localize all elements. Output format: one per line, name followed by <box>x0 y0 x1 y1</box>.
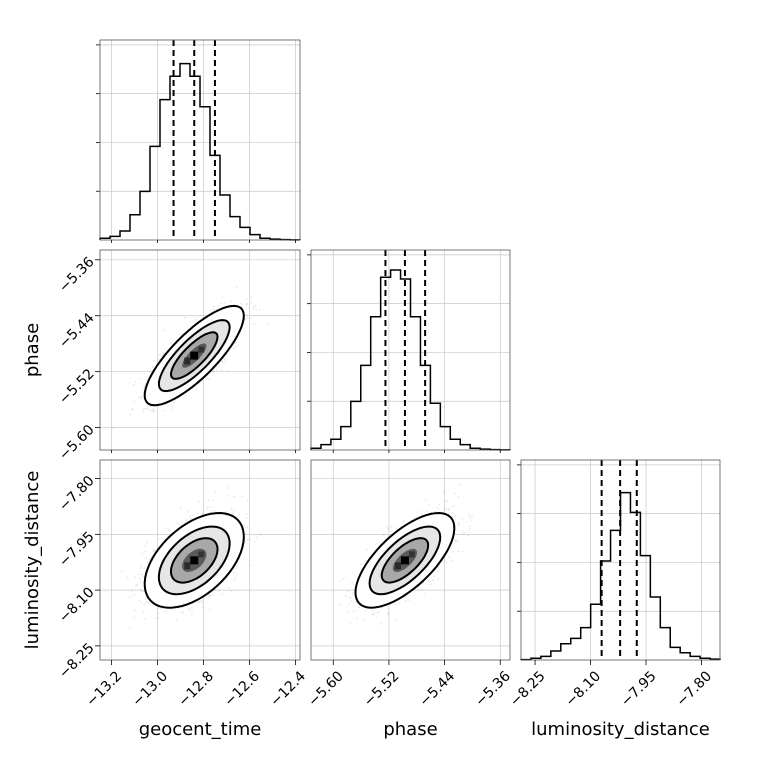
density-cell <box>394 562 401 570</box>
panel-frame <box>310 249 511 451</box>
y-axis-label-luminosity_distance: luminosity_distance <box>22 471 43 650</box>
y-tick-label: −7.95 <box>56 529 98 571</box>
panel-frame <box>99 39 301 241</box>
x-tick-label: −5.52 <box>361 668 403 710</box>
contour-line <box>157 525 231 596</box>
density-cell <box>198 346 205 353</box>
x-tick-label: −8.25 <box>507 668 549 710</box>
contour-line <box>170 537 219 584</box>
x-tick-label: −13.2 <box>83 668 125 710</box>
contour-line <box>157 319 231 393</box>
hist-panel-geocent_time <box>96 39 301 241</box>
y-tick-label: −5.52 <box>56 366 98 408</box>
histogram-geocent_time <box>99 62 301 241</box>
contour-line <box>169 331 219 380</box>
contour-line <box>354 511 456 609</box>
density-cell <box>184 357 191 365</box>
x-axis-label-phase: phase <box>383 719 437 740</box>
panel-content <box>100 250 300 450</box>
y-tick-label: −8.25 <box>56 640 98 682</box>
panel-frame <box>520 459 721 661</box>
y-axis-label-phase: phase <box>22 323 43 377</box>
x-axis-label-geocent_time: geocent_time <box>139 719 262 740</box>
x-axis-label-luminosity_distance: luminosity_distance <box>531 719 710 740</box>
panel-frame <box>99 459 301 661</box>
density-peak <box>400 556 409 565</box>
panel-frame <box>310 459 511 661</box>
x-tick-label: −13.0 <box>129 668 171 710</box>
x-tick-label: −5.36 <box>472 668 514 710</box>
x-tick-label: −7.95 <box>618 668 660 710</box>
x-tick-label: −5.60 <box>305 668 347 710</box>
contour-line <box>368 525 442 596</box>
joint-panel-geocent_time-luminosity_distance <box>99 459 301 661</box>
density-cell <box>184 562 191 570</box>
hist-panel-luminosity_distance <box>517 459 721 661</box>
panel-content <box>311 460 510 660</box>
x-tick-label: −5.44 <box>417 668 459 710</box>
density-cell <box>408 551 415 558</box>
x-tick-label: −12.4 <box>267 668 309 710</box>
x-tick-label: −12.6 <box>221 668 263 710</box>
x-tick-label: −12.8 <box>175 668 217 710</box>
density-peak <box>190 351 199 360</box>
panel-content <box>100 460 300 660</box>
joint-panel-phase-luminosity_distance <box>310 459 511 661</box>
y-tick-label: −8.10 <box>56 584 98 626</box>
density-cell <box>198 551 205 558</box>
histogram-phase <box>310 269 511 451</box>
y-tick-label: −5.44 <box>56 310 98 352</box>
x-tick-label: −8.10 <box>562 668 604 710</box>
y-tick-label: −5.36 <box>56 254 98 296</box>
contour-line <box>143 511 245 609</box>
joint-panel-geocent_time-phase <box>99 249 301 451</box>
density-peak <box>190 556 199 565</box>
contour-line <box>143 304 245 407</box>
y-tick-label: −7.80 <box>56 473 98 515</box>
hist-panel-phase <box>307 249 511 451</box>
contour-line <box>380 537 430 584</box>
panel-frame <box>99 249 301 451</box>
y-tick-label: −5.60 <box>56 422 98 464</box>
x-tick-label: −7.80 <box>673 668 715 710</box>
